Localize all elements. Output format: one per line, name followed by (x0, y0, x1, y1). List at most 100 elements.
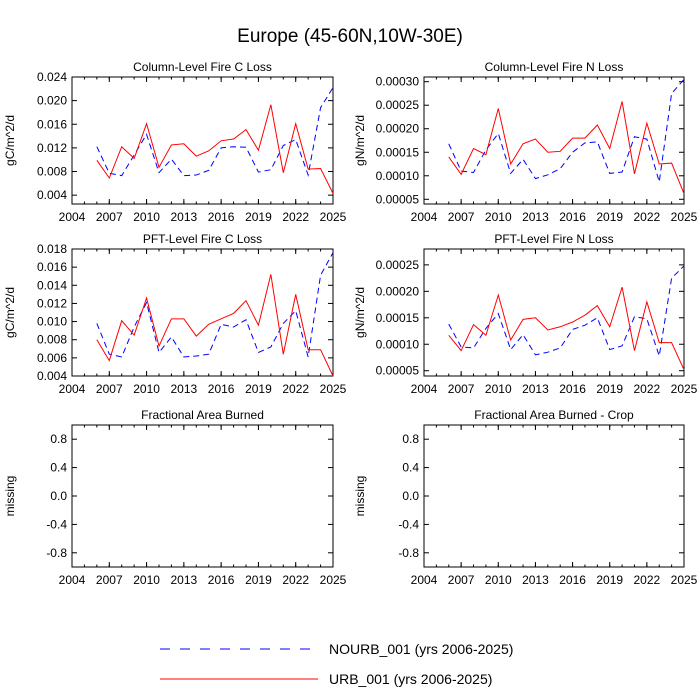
legend-label-urb: URB_001 (yrs 2006-2025) (329, 671, 492, 687)
x-tick-label: 2010 (485, 210, 512, 224)
x-tick-label: 2013 (522, 573, 549, 587)
x-tick-label: 2025 (320, 210, 347, 224)
x-tick-label: 2010 (485, 573, 512, 587)
x-tick-label: 2025 (320, 382, 347, 396)
chart-title: Fractional Area Burned (141, 408, 264, 422)
x-tick-label: 2007 (96, 382, 123, 396)
y-tick-label: -0.8 (398, 546, 419, 560)
chart-title: PFT-Level Fire N Loss (494, 232, 613, 246)
chart-panel-6: Fractional Area Burned - Crop 2004 2007 201… (353, 408, 698, 587)
legend-entry-nourb: NOURB_001 (yrs 2006-2025) (160, 641, 513, 657)
y-tick-label: 0.012 (37, 141, 67, 155)
y-tick-label: 0.018 (37, 242, 67, 256)
x-tick-label: 2004 (59, 382, 86, 396)
series-line-nourb (96, 252, 334, 358)
plot-frame (71, 76, 334, 205)
x-tick-label: 2019 (245, 573, 272, 587)
plot-frame (71, 248, 334, 377)
chart-title: Column-Level Fire N Loss (485, 60, 624, 74)
y-axis-label: gC/m^2/d (3, 115, 17, 166)
y-axis-label: gN/m^2/d (353, 115, 367, 166)
x-tick-label: 2013 (171, 573, 198, 587)
y-tick-label: 0.00010 (376, 169, 420, 183)
plot-frame (71, 424, 334, 568)
x-tick-label: 2007 (96, 573, 123, 587)
x-tick-label: 2016 (208, 573, 235, 587)
x-tick-label: 2025 (671, 382, 698, 396)
legend: NOURB_001 (yrs 2006-2025) URB_001 (yrs 2… (160, 641, 513, 687)
x-tick-label: 2019 (596, 573, 623, 587)
y-tick-label: 0.0 (50, 489, 67, 503)
y-tick-label: 0.00015 (376, 145, 420, 159)
x-tick-label: 2016 (559, 573, 586, 587)
x-tick-label: 2022 (282, 210, 309, 224)
x-tick-label: 2010 (133, 573, 160, 587)
chart-panel-5: Fractional Area Burned 2004 2007 2010 2013 20… (3, 408, 347, 587)
y-tick-label: -0.4 (398, 517, 419, 531)
x-tick-label: 2016 (559, 382, 586, 396)
x-tick-label: 2013 (171, 382, 198, 396)
series-line-nourb (448, 265, 685, 357)
x-tick-label: 2016 (208, 210, 235, 224)
x-tick-label: 2022 (634, 573, 661, 587)
x-tick-label: 2019 (245, 210, 272, 224)
x-tick-label: 2007 (448, 210, 475, 224)
x-tick-label: 2019 (245, 382, 272, 396)
y-tick-label: 0.024 (37, 70, 67, 84)
x-tick-label: 2025 (320, 573, 347, 587)
y-axis-label: missing (3, 476, 17, 517)
y-tick-label: 0.012 (37, 296, 67, 310)
y-tick-label: 0.8 (402, 432, 419, 446)
x-tick-label: 2007 (448, 573, 475, 587)
y-tick-label: 0.014 (37, 278, 67, 292)
figure-title: Europe (45-60N,10W-30E) (237, 26, 463, 47)
y-tick-label: 0.004 (37, 188, 67, 202)
x-tick-label: 2022 (634, 382, 661, 396)
chart-title: PFT-Level Fire C Loss (143, 232, 262, 246)
chart-panel-1: Column-Level Fire C Loss 2004 2007 2010 2013… (3, 60, 347, 224)
series-line-urb (448, 101, 685, 194)
x-tick-label: 2010 (485, 382, 512, 396)
x-tick-label: 2004 (59, 210, 86, 224)
x-tick-label: 2004 (411, 382, 438, 396)
y-tick-label: 0.0 (402, 489, 419, 503)
series-line-urb (96, 104, 334, 194)
y-tick-label: 0.00005 (376, 364, 420, 378)
chart-title: Column-Level Fire C Loss (133, 60, 272, 74)
legend-label-nourb: NOURB_001 (yrs 2006-2025) (329, 641, 513, 657)
y-tick-label: 0.4 (50, 461, 67, 475)
y-tick-label: 0.020 (37, 94, 67, 108)
chart-panel-4: PFT-Level Fire N Loss 2004 2007 2010 2013 201… (353, 232, 698, 396)
y-tick-label: 0.8 (50, 432, 67, 446)
y-tick-label: 0.00020 (376, 284, 420, 298)
series-line-nourb (448, 79, 685, 183)
legend-entry-urb: URB_001 (yrs 2006-2025) (160, 671, 492, 687)
chart-panel-3: PFT-Level Fire C Loss 2004 2007 2010 2013 201… (3, 232, 347, 396)
x-tick-label: 2010 (133, 210, 160, 224)
x-tick-label: 2010 (133, 382, 160, 396)
plot-frame (423, 424, 685, 568)
y-tick-label: 0.016 (37, 260, 67, 274)
y-tick-label: 0.010 (37, 315, 67, 329)
y-axis-label: missing (353, 476, 367, 517)
x-tick-label: 2019 (596, 210, 623, 224)
y-tick-label: -0.8 (46, 546, 67, 560)
y-tick-label: 0.00020 (376, 122, 420, 136)
series-line-nourb (96, 87, 334, 177)
series-line-urb (96, 274, 334, 377)
x-tick-label: 2025 (671, 210, 698, 224)
y-tick-label: 0.00025 (376, 98, 420, 112)
x-tick-label: 2013 (171, 210, 198, 224)
x-tick-label: 2025 (671, 573, 698, 587)
y-tick-label: 0.008 (37, 165, 67, 179)
x-tick-label: 2019 (596, 382, 623, 396)
x-tick-label: 2004 (411, 573, 438, 587)
y-tick-label: 0.00010 (376, 337, 420, 351)
y-tick-label: 0.006 (37, 351, 67, 365)
y-tick-label: 0.00025 (376, 258, 420, 272)
x-tick-label: 2022 (282, 573, 309, 587)
y-tick-label: 0.4 (402, 461, 419, 475)
y-tick-label: 0.00015 (376, 311, 420, 325)
y-tick-label: -0.4 (46, 517, 67, 531)
plot-frame (423, 76, 685, 205)
